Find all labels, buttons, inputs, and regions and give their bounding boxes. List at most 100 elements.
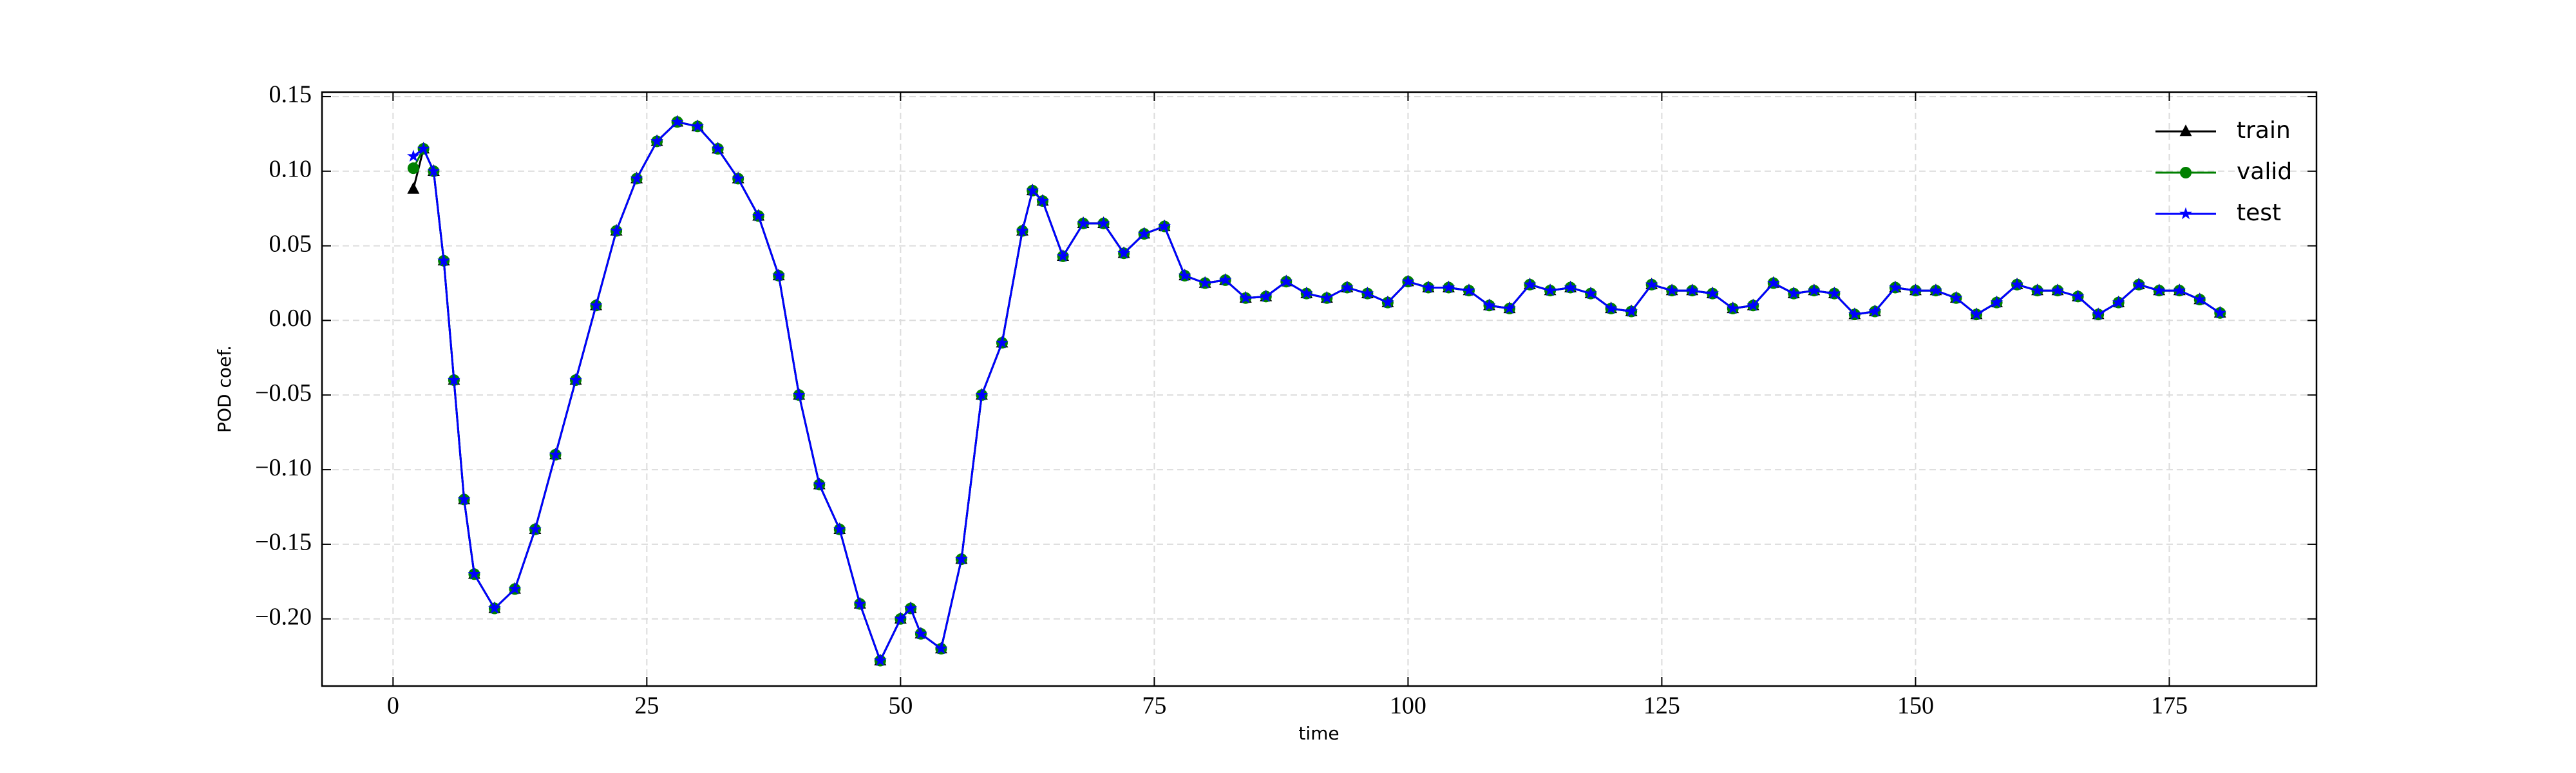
marker [650,135,663,147]
legend-label: train [2237,117,2291,144]
marker [457,493,471,505]
marker [894,612,907,625]
x-axis-label: time [1298,723,1339,744]
marker [448,373,460,386]
marker [1868,305,1882,317]
marker [904,602,917,614]
marker [1320,291,1334,304]
marker [1787,287,1801,300]
marker [1361,287,1374,300]
marker [488,602,501,614]
marker [1056,249,1070,262]
legend-item: test [2155,200,2281,226]
marker [1665,283,1679,296]
marker [670,115,684,128]
marker [691,119,704,132]
marker [1706,287,1719,300]
marker [975,388,989,401]
marker [2193,292,2206,305]
marker [2051,283,2064,296]
marker [1097,216,1110,229]
y-tick-label: −0.15 [255,529,312,556]
marker [1482,298,1496,311]
y-tick-label: 0.00 [269,305,312,332]
marker [1463,283,1475,296]
marker [996,336,1009,348]
marker [1889,281,1902,293]
x-tick-label: 175 [2151,692,2188,720]
x-tick-label: 150 [1897,692,1934,720]
legend-item: train [2155,117,2291,144]
marker [874,654,887,666]
marker [1970,307,1983,320]
marker [1604,301,1618,314]
x-tick-label: 0 [387,692,399,720]
marker [1747,298,1760,311]
marker [1036,194,1049,207]
marker [589,298,603,311]
y-tick-label: −0.20 [255,603,312,630]
marker [1016,224,1029,236]
marker [1909,283,1922,296]
marker [1178,269,1191,282]
y-tick-label: 0.15 [269,81,312,108]
marker [1300,287,1313,300]
marker [1625,305,1638,317]
y-tick-label: 0.10 [269,155,312,182]
marker [1584,287,1597,300]
marker [792,388,806,401]
marker [1280,274,1293,287]
marker [630,172,643,184]
marker [1026,184,1039,196]
marker [1523,278,1537,291]
y-tick-label: −0.10 [255,454,312,481]
marker [1077,216,1090,229]
marker [1766,276,1780,289]
marker [1685,283,1699,296]
marker [752,209,765,222]
marker [1442,281,1455,293]
marker [1503,301,1516,314]
marker [2173,283,2186,296]
marker [2071,290,2085,302]
marker [1726,301,1739,314]
marker [1401,274,1415,287]
marker [2011,278,2023,291]
marker [407,149,420,162]
y-tick-label: 0.05 [269,230,312,257]
marker [732,172,745,184]
legend-marker [2180,167,2192,178]
y-tick-label: −0.05 [255,379,312,406]
legend-marker [2179,124,2192,137]
grid [322,92,2316,686]
marker [1564,281,1577,293]
marker [833,522,846,535]
marker [1929,283,1942,296]
marker [1239,291,1253,304]
plot-area [407,115,2227,667]
marker [1422,281,1435,293]
x-tick-label: 125 [1643,692,1680,720]
marker [437,254,450,267]
legend: train valid test [2155,117,2292,226]
y-axis-label: POD coef. [214,345,235,433]
marker [1259,290,1273,302]
marker [2152,283,2166,296]
marker [711,142,724,155]
legend-marker [2179,207,2192,220]
marker [853,597,867,609]
marker [934,642,948,654]
marker [1990,296,2003,309]
marker [1645,278,1658,291]
marker [1218,273,1232,286]
marker [1198,276,1212,289]
x-tick-label: 25 [634,692,659,720]
x-tick-label: 75 [1142,692,1166,720]
series [407,115,2227,666]
axes: 0 25 50 75 100 125 150 175 −0.20 −0.15 −0.10 −0.05 0… [255,81,2316,720]
marker [2112,296,2125,309]
marker [417,142,430,155]
marker [468,567,481,580]
